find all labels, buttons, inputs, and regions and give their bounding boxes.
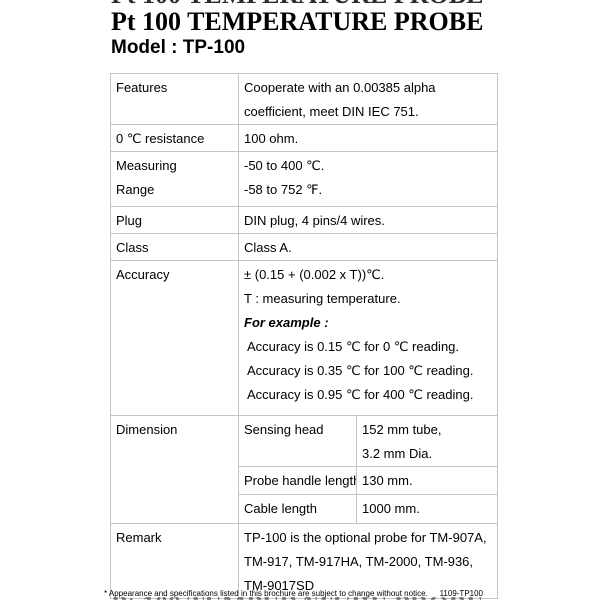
range-fahrenheit: -58 to 752 ℉. bbox=[244, 182, 323, 197]
spec-label-plug: Plug bbox=[110, 206, 239, 234]
spec-label-remark: Remark bbox=[110, 523, 239, 599]
row-dimension-probe-handle: Probe handle length 130 mm. bbox=[111, 466, 499, 495]
spec-value-features: Cooperate with an 0.00385 alpha coeffici… bbox=[237, 73, 499, 125]
footer-document-code: 1109-TP100 bbox=[439, 589, 483, 598]
measuring-label-line-2: Range bbox=[116, 182, 155, 197]
features-line-1: Cooperate with an 0.00385 alpha bbox=[244, 80, 436, 95]
model-subtitle: Model : TP-100 bbox=[111, 37, 246, 58]
accuracy-example-3: Accuracy is 0.95 ℃ for 400 ℃ reading. bbox=[247, 387, 474, 402]
dimension-cable-label: Cable length bbox=[238, 494, 357, 524]
page-title: Pt 100 TEMPERATURE PROBE bbox=[111, 7, 484, 36]
spec-label-accuracy: Accuracy bbox=[110, 260, 239, 416]
spec-label-dimension: Dimension bbox=[110, 415, 239, 524]
row-plug: Plug DIN plug, 4 pins/4 wires. bbox=[110, 206, 499, 234]
spec-value-accuracy: ± (0.15 + (0.002 x T))℃. T : measuring t… bbox=[237, 260, 499, 416]
row-dimension-cable: Cable length 1000 mm. bbox=[111, 494, 499, 524]
row-dimension-sensing-head: Dimension Sensing head 152 mm tube, 3.2 … bbox=[110, 415, 499, 524]
spec-value-resistance: 100 ohm. bbox=[237, 124, 499, 152]
accuracy-example-heading: For example : bbox=[244, 315, 329, 330]
accuracy-definition: T : measuring temperature. bbox=[244, 291, 401, 306]
page-edge-artifact-top: Pt 100 TEMPERATURE PROBE bbox=[111, 0, 483, 7]
dimension-sensing-head-label: Sensing head bbox=[238, 415, 357, 467]
row-features: Features Cooperate with an 0.00385 alpha… bbox=[110, 73, 499, 125]
remark-line-1: TP-100 is the optional probe for TM-907A… bbox=[244, 530, 487, 545]
accuracy-example-1: Accuracy is 0.15 ℃ for 0 ℃ reading. bbox=[247, 339, 460, 354]
range-celsius: -50 to 400 ℃. bbox=[244, 158, 325, 173]
sensing-head-line-1: 152 mm tube, bbox=[362, 422, 442, 437]
dimension-probe-handle-label: Probe handle length bbox=[238, 466, 357, 495]
footer-disclaimer: * Appearance and specifications listed i… bbox=[104, 589, 428, 598]
spec-value-remark: TP-100 is the optional probe for TM-907A… bbox=[237, 523, 499, 599]
row-measuring-range: Measuring Range -50 to 400 ℃. -58 to 752… bbox=[110, 151, 499, 207]
sensing-head-line-2: 3.2 mm Dia. bbox=[362, 446, 433, 461]
spec-label-class: Class bbox=[110, 233, 239, 261]
accuracy-formula: ± (0.15 + (0.002 x T))℃. bbox=[244, 267, 385, 282]
row-resistance: 0 ℃ resistance 100 ohm. bbox=[110, 124, 499, 152]
title-cutoff-text: Pt 100 TEMPERATURE PROBE bbox=[111, 0, 483, 7]
accuracy-example-2: Accuracy is 0.35 ℃ for 100 ℃ reading. bbox=[247, 363, 474, 378]
spec-table: Features Cooperate with an 0.00385 alpha… bbox=[110, 73, 499, 599]
remark-line-2: TM-917, TM-917HA, TM-2000, TM-936, bbox=[244, 554, 474, 569]
dimension-cable-value: 1000 mm. bbox=[355, 494, 499, 524]
features-line-2: coefficient, meet DIN IEC 751. bbox=[244, 104, 419, 119]
dimension-sensing-head-value: 152 mm tube, 3.2 mm Dia. bbox=[355, 415, 499, 467]
page-footer: * Appearance and specifications listed i… bbox=[104, 589, 497, 599]
spec-value-class: Class A. bbox=[237, 233, 499, 261]
spec-label-features: Features bbox=[110, 73, 239, 125]
spec-label-measuring-range: Measuring Range bbox=[110, 151, 239, 207]
spec-value-measuring-range: -50 to 400 ℃. -58 to 752 ℉. bbox=[237, 151, 499, 207]
measuring-label-line-1: Measuring bbox=[116, 158, 177, 173]
dimension-probe-handle-value: 130 mm. bbox=[355, 466, 499, 495]
remark-line-3: TM-9017SD bbox=[244, 578, 315, 593]
row-class: Class Class A. bbox=[110, 233, 499, 261]
row-remark: Remark TP-100 is the optional probe for … bbox=[110, 523, 499, 599]
spec-label-resistance: 0 ℃ resistance bbox=[110, 124, 239, 152]
spec-value-plug: DIN plug, 4 pins/4 wires. bbox=[237, 206, 499, 234]
row-accuracy: Accuracy ± (0.15 + (0.002 x T))℃. T : me… bbox=[110, 260, 499, 416]
